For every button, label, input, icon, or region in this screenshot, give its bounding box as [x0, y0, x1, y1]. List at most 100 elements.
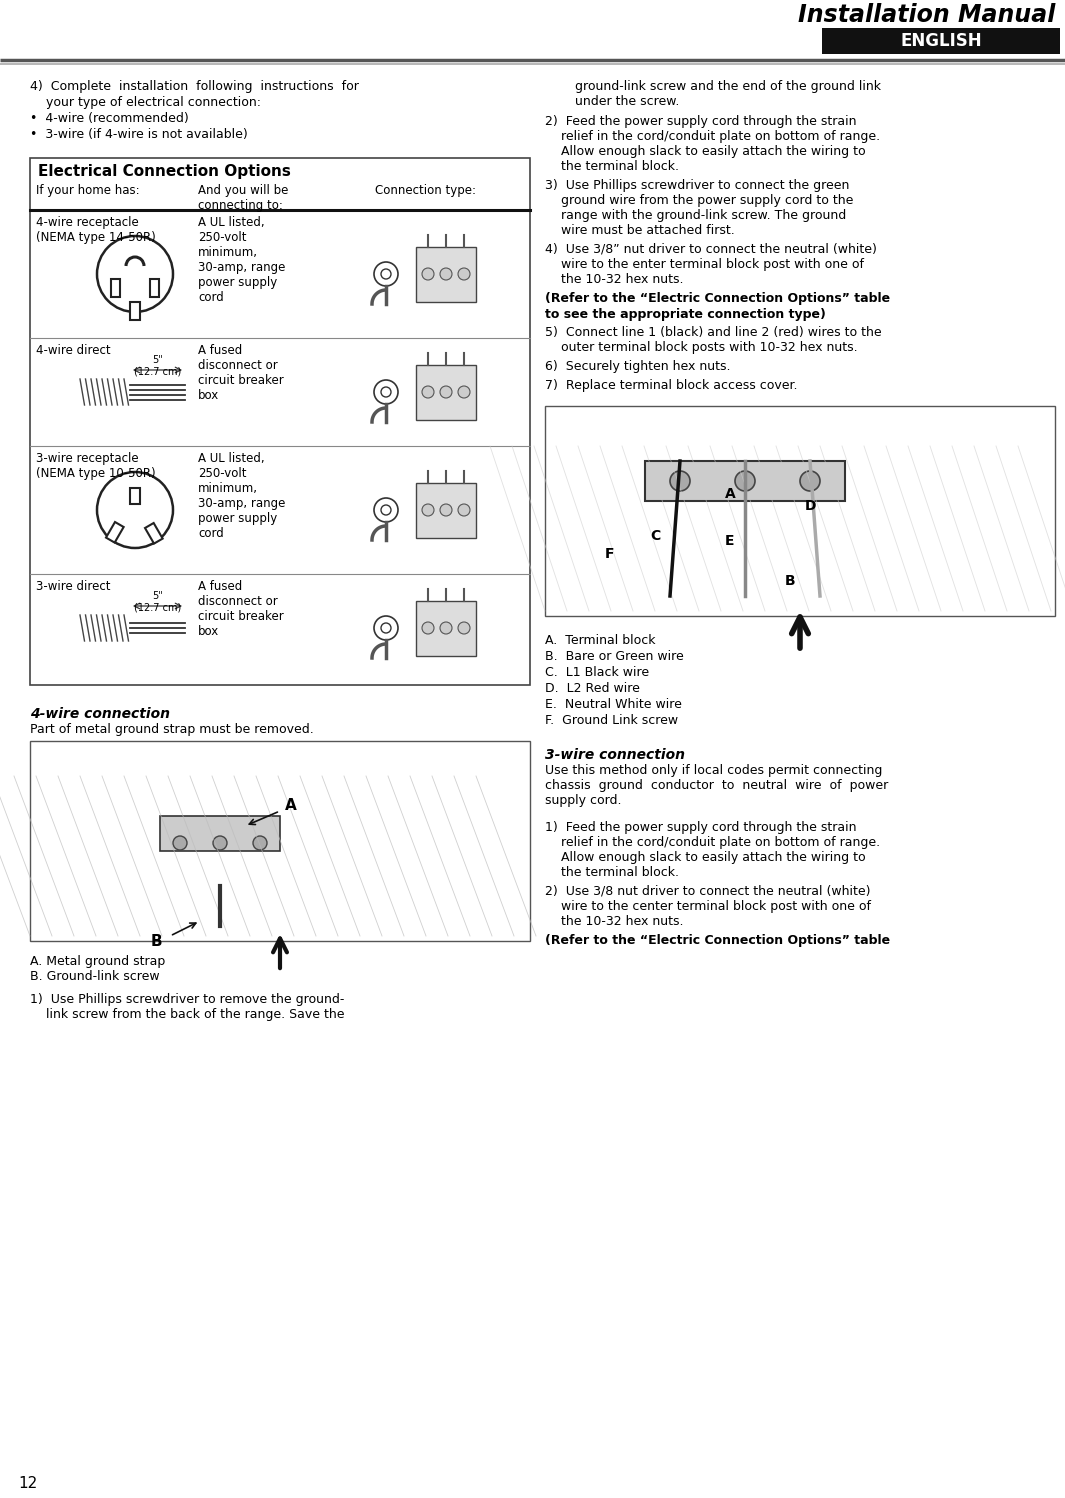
Text: link screw from the back of the range. Save the: link screw from the back of the range. S… — [30, 1008, 344, 1022]
Circle shape — [381, 270, 391, 279]
Text: 4)  Use 3/8” nut driver to connect the neutral (white): 4) Use 3/8” nut driver to connect the ne… — [545, 243, 876, 256]
Circle shape — [422, 268, 435, 280]
Bar — [150, 279, 159, 297]
Text: 1)  Feed the power supply cord through the strain: 1) Feed the power supply cord through th… — [545, 821, 856, 834]
Circle shape — [458, 503, 470, 515]
Text: 6)  Securely tighten hex nuts.: 6) Securely tighten hex nuts. — [545, 360, 731, 373]
Bar — [416, 364, 476, 419]
Circle shape — [374, 497, 398, 521]
Bar — [130, 303, 140, 321]
Text: Use this method only if local codes permit connecting: Use this method only if local codes perm… — [545, 764, 883, 777]
Text: A.  Terminal block: A. Terminal block — [545, 634, 655, 647]
Circle shape — [422, 503, 435, 515]
Circle shape — [735, 470, 755, 491]
Text: B: B — [150, 933, 162, 948]
Text: 7)  Replace terminal block access cover.: 7) Replace terminal block access cover. — [545, 379, 798, 392]
Text: 2)  Use 3/8 nut driver to connect the neutral (white): 2) Use 3/8 nut driver to connect the neu… — [545, 885, 870, 897]
Text: 4-wire connection: 4-wire connection — [30, 707, 170, 721]
Text: chassis  ground  conductor  to  neutral  wire  of  power: chassis ground conductor to neutral wire… — [545, 779, 888, 792]
Bar — [160, 816, 280, 851]
Bar — [30, 742, 530, 941]
Circle shape — [440, 503, 452, 515]
Text: your type of electrical connection:: your type of electrical connection: — [30, 96, 261, 109]
Text: 4)  Complete  installation  following  instructions  for: 4) Complete installation following instr… — [30, 79, 359, 93]
Circle shape — [253, 836, 267, 849]
Text: A fused
disconnect or
circuit breaker
box: A fused disconnect or circuit breaker bo… — [198, 345, 283, 401]
Text: A UL listed,
250-volt
minimum,
30-amp, range
power supply
cord: A UL listed, 250-volt minimum, 30-amp, r… — [198, 452, 285, 539]
Circle shape — [422, 622, 435, 634]
Circle shape — [381, 386, 391, 397]
Text: 4-wire receptacle
(NEMA type 14-50R): 4-wire receptacle (NEMA type 14-50R) — [36, 216, 155, 244]
Text: A: A — [285, 798, 297, 813]
Circle shape — [440, 268, 452, 280]
Text: F.  Ground Link screw: F. Ground Link screw — [545, 715, 678, 727]
Bar — [145, 523, 163, 544]
Text: (12.7 cm): (12.7 cm) — [134, 367, 181, 377]
Circle shape — [381, 623, 391, 634]
Text: ground wire from the power supply cord to the: ground wire from the power supply cord t… — [545, 195, 853, 207]
Text: relief in the cord/conduit plate on bottom of range.: relief in the cord/conduit plate on bott… — [545, 130, 880, 142]
Text: wire to the center terminal block post with one of: wire to the center terminal block post w… — [545, 900, 871, 912]
Circle shape — [422, 386, 435, 398]
Text: A. Metal ground strap: A. Metal ground strap — [30, 956, 165, 968]
Bar — [645, 461, 845, 500]
Text: Allow enough slack to easily attach the wiring to: Allow enough slack to easily attach the … — [545, 145, 866, 157]
Text: the terminal block.: the terminal block. — [545, 160, 679, 172]
Bar — [416, 247, 476, 301]
Text: 5)  Connect line 1 (black) and line 2 (red) wires to the: 5) Connect line 1 (black) and line 2 (re… — [545, 327, 882, 339]
Bar — [111, 279, 120, 297]
Text: to see the appropriate connection type): to see the appropriate connection type) — [545, 309, 825, 321]
Text: B.  Bare or Green wire: B. Bare or Green wire — [545, 650, 684, 664]
Bar — [545, 406, 1055, 616]
Text: Connection type:: Connection type: — [375, 184, 476, 198]
Circle shape — [440, 386, 452, 398]
Bar — [416, 482, 476, 538]
Circle shape — [458, 268, 470, 280]
Bar — [416, 601, 476, 656]
Text: ENGLISH: ENGLISH — [900, 31, 982, 49]
Text: Part of metal ground strap must be removed.: Part of metal ground strap must be remov… — [30, 724, 314, 736]
Text: E: E — [725, 533, 735, 548]
Text: B. Ground-link screw: B. Ground-link screw — [30, 971, 160, 983]
Circle shape — [213, 836, 227, 849]
Text: 4-wire direct: 4-wire direct — [36, 345, 111, 357]
Text: under the screw.: under the screw. — [575, 94, 679, 108]
Text: (12.7 cm): (12.7 cm) — [134, 604, 181, 613]
Text: F: F — [605, 547, 615, 560]
Circle shape — [440, 622, 452, 634]
Text: (Refer to the “Electric Connection Options” table: (Refer to the “Electric Connection Optio… — [545, 292, 890, 306]
Text: range with the ground-link screw. The ground: range with the ground-link screw. The gr… — [545, 210, 847, 222]
Text: C: C — [650, 529, 660, 542]
Circle shape — [97, 472, 173, 548]
Circle shape — [374, 380, 398, 404]
Text: 3)  Use Phillips screwdriver to connect the green: 3) Use Phillips screwdriver to connect t… — [545, 178, 850, 192]
Circle shape — [97, 237, 173, 312]
Text: E.  Neutral White wire: E. Neutral White wire — [545, 698, 682, 712]
Text: And you will be
connecting to:: And you will be connecting to: — [198, 184, 289, 213]
Text: the 10-32 hex nuts.: the 10-32 hex nuts. — [545, 273, 684, 286]
Text: 5": 5" — [152, 355, 163, 366]
Text: 2)  Feed the power supply cord through the strain: 2) Feed the power supply cord through th… — [545, 115, 856, 127]
Circle shape — [670, 470, 690, 491]
Text: Installation Manual: Installation Manual — [798, 3, 1055, 27]
Text: A fused
disconnect or
circuit breaker
box: A fused disconnect or circuit breaker bo… — [198, 580, 283, 638]
Text: B: B — [785, 574, 796, 589]
Text: 3-wire direct: 3-wire direct — [36, 580, 111, 593]
Bar — [106, 521, 124, 542]
Text: 12: 12 — [18, 1476, 37, 1491]
Text: Allow enough slack to easily attach the wiring to: Allow enough slack to easily attach the … — [545, 851, 866, 864]
Circle shape — [374, 616, 398, 640]
Text: the terminal block.: the terminal block. — [545, 866, 679, 879]
Bar — [130, 488, 140, 503]
Circle shape — [173, 836, 187, 849]
Text: 1)  Use Phillips screwdriver to remove the ground-: 1) Use Phillips screwdriver to remove th… — [30, 993, 344, 1007]
Circle shape — [800, 470, 820, 491]
Text: ground-link screw and the end of the ground link: ground-link screw and the end of the gro… — [575, 79, 881, 93]
Circle shape — [381, 505, 391, 515]
Text: relief in the cord/conduit plate on bottom of range.: relief in the cord/conduit plate on bott… — [545, 836, 880, 849]
Circle shape — [458, 622, 470, 634]
Circle shape — [458, 386, 470, 398]
Text: 5": 5" — [152, 592, 163, 601]
Text: C.  L1 Black wire: C. L1 Black wire — [545, 667, 650, 679]
Text: Electrical Connection Options: Electrical Connection Options — [38, 163, 291, 178]
